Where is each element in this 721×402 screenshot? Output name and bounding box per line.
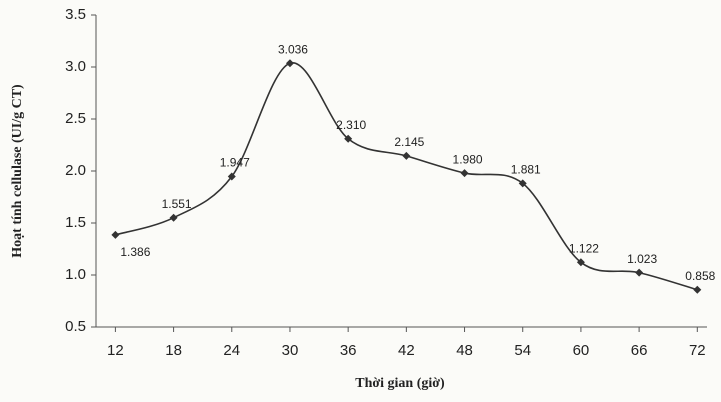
data-label: 1.881 xyxy=(511,163,541,177)
point xyxy=(285,59,294,68)
data-label: 3.036 xyxy=(278,42,308,56)
y-tick-label: 0.5 xyxy=(65,318,86,335)
data-label: 1.122 xyxy=(569,241,599,255)
data-label: 2.145 xyxy=(394,135,424,149)
point xyxy=(111,230,120,239)
point xyxy=(169,213,178,222)
y-tick-label: 1.0 xyxy=(65,266,86,283)
x-tick-label: 54 xyxy=(514,342,531,359)
x-tick-label: 72 xyxy=(689,342,706,359)
x-tick-label: 66 xyxy=(631,342,648,359)
x-tick-label: 60 xyxy=(573,342,590,359)
data-label: 1.551 xyxy=(162,197,192,211)
point xyxy=(460,169,469,178)
data-label: 2.310 xyxy=(336,118,366,132)
data-label: 1.023 xyxy=(627,252,657,266)
x-tick-label: 18 xyxy=(165,342,182,359)
y-axis-title: Hoạt tính cellulase (UI/g CT) xyxy=(10,84,25,258)
data-label: 1.980 xyxy=(453,152,483,166)
x-tick-label: 36 xyxy=(340,342,357,359)
point xyxy=(693,285,702,294)
x-tick-label: 30 xyxy=(282,342,299,359)
x-tick-label: 48 xyxy=(456,342,473,359)
x-tick-label: 24 xyxy=(223,342,240,359)
data-line xyxy=(115,62,698,291)
y-tick-label: 2.5 xyxy=(65,110,86,127)
y-tick-label: 2.0 xyxy=(65,162,86,179)
data-label: 1.947 xyxy=(220,156,250,170)
x-axis-title: Thời gian (giờ) xyxy=(355,376,445,391)
y-tick-label: 3.0 xyxy=(65,58,86,75)
x-tick-label: 12 xyxy=(107,342,124,359)
point xyxy=(402,151,411,160)
x-tick-label: 42 xyxy=(398,342,415,359)
y-tick-label: 1.5 xyxy=(65,214,86,231)
point xyxy=(344,134,353,143)
data-label: 0.858 xyxy=(685,269,715,283)
point xyxy=(635,268,644,277)
data-label: 1.386 xyxy=(120,245,150,259)
y-tick-label: 3.5 xyxy=(65,6,86,23)
point xyxy=(227,172,236,181)
point xyxy=(576,258,585,267)
point xyxy=(518,179,527,188)
